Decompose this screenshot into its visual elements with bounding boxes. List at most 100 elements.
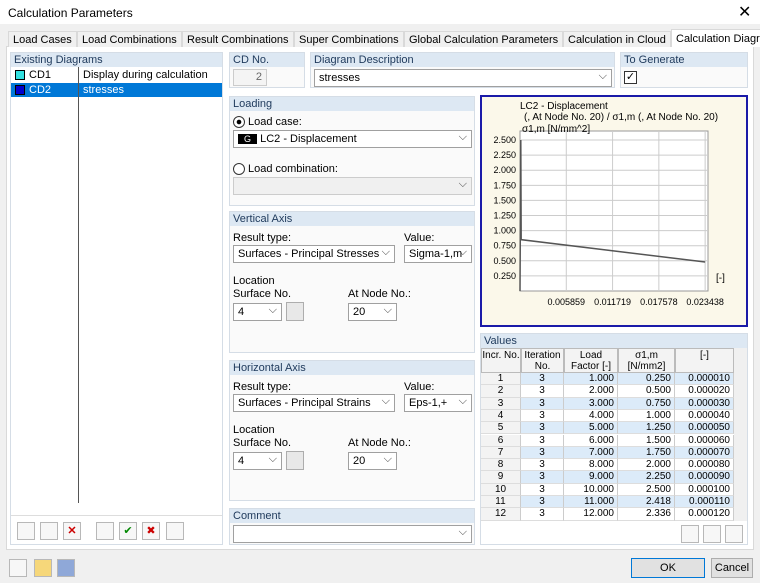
ok-button[interactable]: OK <box>631 558 705 578</box>
values-group: Values Incr. No. Iteration No. Load Factor… <box>480 333 748 545</box>
title-bar: Calculation Parameters ✕ <box>0 0 760 24</box>
tab[interactable]: Load Cases <box>8 31 77 47</box>
surface-dropdown[interactable]: 4 <box>233 302 282 321</box>
zoom-button[interactable] <box>703 525 721 543</box>
existing-diagrams-group: Existing Diagrams CD1 Display during calc… <box>10 52 223 545</box>
table-cell: 0.250 <box>618 373 675 386</box>
value-dropdown[interactable]: Eps-1,+ <box>404 393 472 412</box>
tab[interactable]: Super Combinations <box>294 31 404 47</box>
check-button[interactable]: ✔ <box>119 522 137 540</box>
table-cell: 3 <box>521 397 564 410</box>
table-cell: 0.000080 <box>675 459 734 472</box>
table-cell: 0.000030 <box>675 397 734 410</box>
value-label: Value: <box>404 232 435 244</box>
table-cell: 3 <box>521 422 564 435</box>
result-type-dropdown[interactable]: Surfaces - Principal Strains <box>233 393 395 412</box>
surface-dropdown[interactable]: 4 <box>233 451 282 470</box>
pick-button[interactable] <box>286 302 304 321</box>
load-combination-label: Load combination: <box>248 163 338 175</box>
comment-dropdown[interactable] <box>233 524 472 543</box>
scrollbar[interactable] <box>734 348 747 521</box>
close-button[interactable]: ✕ <box>738 4 752 21</box>
surface-label: Surface No. <box>233 288 292 300</box>
group-header: To Generate <box>621 53 747 67</box>
column-header: [-] <box>675 348 734 373</box>
table-cell: 5 <box>481 422 521 435</box>
table-cell: 9.000 <box>564 471 618 484</box>
copy-button[interactable] <box>40 522 58 540</box>
tab[interactable]: Global Calculation Parameters <box>404 31 564 47</box>
window-title: Calculation Parameters <box>8 6 133 20</box>
x-axis-label: [-] <box>716 273 725 284</box>
node-dropdown[interactable]: 20 <box>348 302 397 321</box>
tab[interactable]: Calculation Diagrams <box>671 29 760 47</box>
load-case-dropdown[interactable]: G LC2 - Displacement <box>233 129 472 148</box>
table-cell: 7 <box>481 446 521 460</box>
table-cell: 2.418 <box>618 496 675 509</box>
table-cell: 12 <box>481 508 521 521</box>
table-cell: 4.000 <box>564 409 618 423</box>
diagram-row[interactable]: CD2 stresses <box>11 83 222 97</box>
table-cell: 12.000 <box>564 508 618 521</box>
loading-group: Loading Load case: G LC2 - Displacement … <box>229 96 475 206</box>
table-cell: 1.000 <box>618 409 675 423</box>
rename-button[interactable] <box>96 522 114 540</box>
table-cell: 7.000 <box>564 446 618 460</box>
group-header: Comment <box>230 509 474 523</box>
tab[interactable]: Calculation in Cloud <box>563 31 671 47</box>
group-header: Existing Diagrams <box>11 53 222 67</box>
result-type-dropdown[interactable]: Surfaces - Principal Stresses <box>233 244 395 263</box>
node-dropdown[interactable]: 20 <box>348 451 397 470</box>
tab[interactable]: Result Combinations <box>182 31 294 47</box>
y-tick-label: 1.250 <box>493 211 516 221</box>
column-header: σ1,m [N/mm2] <box>618 348 675 373</box>
diagram-id: CD2 <box>29 84 52 96</box>
y-tick-label: 0.500 <box>493 256 516 266</box>
table-cell: 1.000 <box>564 373 618 386</box>
x-tick-label: 0.017578 <box>640 297 678 307</box>
delete-button[interactable]: ✕ <box>63 522 81 540</box>
load-case-radio[interactable] <box>233 116 245 128</box>
load-combination-dropdown <box>233 176 472 195</box>
x-tick-label: 0.005859 <box>548 297 586 307</box>
table-cell: 3 <box>521 459 564 472</box>
horizontal-axis-group: Horizontal Axis Result type: Surfaces - Pr… <box>229 360 475 501</box>
table-cell: 0.000090 <box>675 471 734 484</box>
load-case-tag: G <box>238 134 258 144</box>
new-button[interactable] <box>17 522 35 540</box>
help-button[interactable] <box>9 559 27 577</box>
sort-button[interactable] <box>166 522 184 540</box>
save-button[interactable] <box>57 559 75 577</box>
to-generate-checkbox[interactable]: ✓ <box>624 71 637 84</box>
y-tick-label: 1.750 <box>493 180 516 190</box>
column-header: Iteration No. <box>521 348 564 373</box>
table-cell: 0.750 <box>618 397 675 410</box>
value-dropdown[interactable]: Sigma-1,m <box>404 244 472 263</box>
location-label: Location <box>233 424 275 436</box>
table-cell: 0.000020 <box>675 385 734 398</box>
cancel-button[interactable]: Cancel <box>711 558 753 578</box>
group-header: Diagram Description <box>311 53 614 67</box>
pick-button[interactable] <box>286 451 304 470</box>
load-case-label: Load case: <box>248 116 302 128</box>
separator <box>11 515 222 516</box>
table-cell: 0.000100 <box>675 483 734 496</box>
comment-group: Comment <box>229 508 475 545</box>
diagram-row[interactable]: CD1 Display during calculation <box>11 68 222 82</box>
table-cell: 2.250 <box>618 471 675 484</box>
export-button[interactable] <box>725 525 743 543</box>
table-cell: 0.000050 <box>675 422 734 435</box>
table-cell: 3 <box>521 483 564 496</box>
group-header: Horizontal Axis <box>230 361 474 375</box>
open-button[interactable] <box>34 559 52 577</box>
uncheck-button[interactable]: ✖ <box>142 522 160 540</box>
tab[interactable]: Load Combinations <box>77 31 182 47</box>
plot-area <box>519 130 709 292</box>
table-cell: 6.000 <box>564 434 618 447</box>
table-cell: 0.000120 <box>675 508 734 521</box>
description-dropdown[interactable]: stresses <box>314 68 612 87</box>
print-button[interactable] <box>681 525 699 543</box>
table-cell: 9 <box>481 471 521 484</box>
description-group: Diagram Description stresses <box>310 52 615 88</box>
load-combination-radio[interactable] <box>233 163 245 175</box>
